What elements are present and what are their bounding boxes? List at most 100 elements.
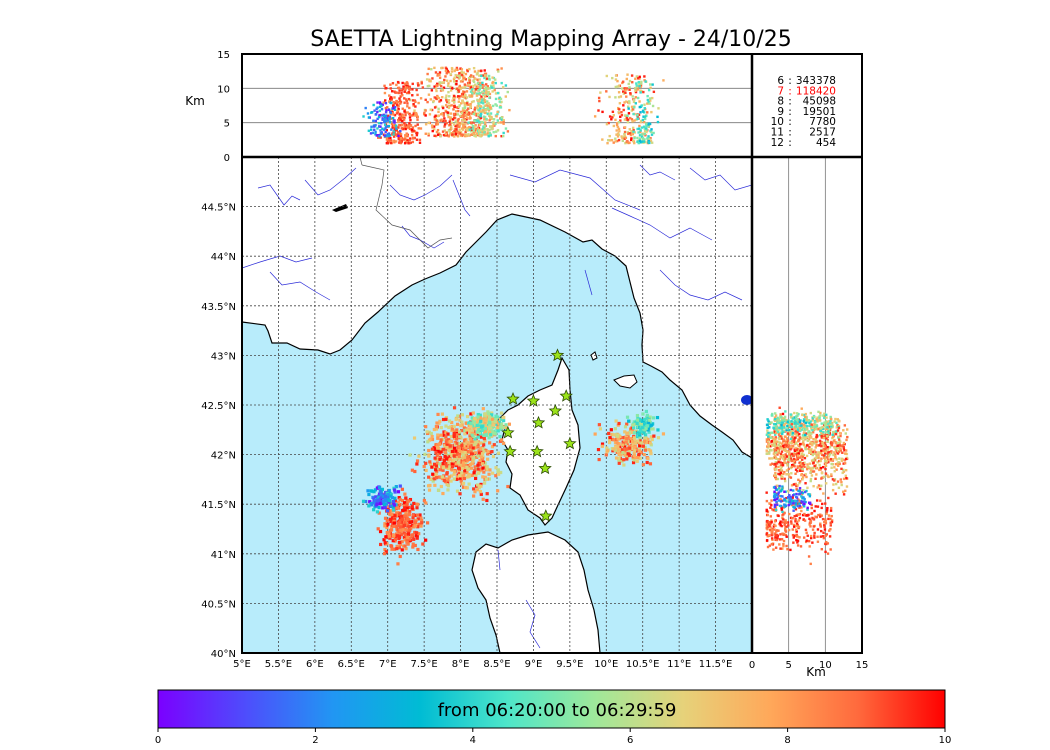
lightning-source-altitude [632,100,636,104]
lightning-source-side [803,465,806,469]
lightning-source-side [802,423,806,427]
lightning-source [391,539,395,543]
lightning-source-altitude [390,117,393,120]
lightning-source-altitude [484,91,488,95]
lightning-source-altitude [458,84,462,88]
lightning-source-altitude [498,100,501,103]
lightning-source-side [775,431,778,435]
lightning-source-side [824,436,827,439]
lightning-source-side [797,444,800,447]
lightning-source-altitude [406,139,409,142]
lightning-source [372,490,376,494]
lightning-source-altitude [434,117,437,120]
lightning-source-side [799,462,802,465]
lightning-source-side [794,482,797,486]
lightning-source-altitude [628,141,631,144]
lightning-source [455,428,459,432]
lightning-source-altitude [374,133,377,136]
lightning-source-altitude [469,103,472,107]
lightning-source [368,500,372,504]
lightning-source [403,533,408,537]
lightning-source [435,421,439,425]
lightning-source-altitude [608,115,612,118]
lightning-source [457,452,461,457]
lightning-source-altitude [471,90,474,93]
lightning-source-altitude [476,113,480,117]
lightning-source-altitude [623,134,626,137]
lightning-source-side [823,414,826,418]
lightning-source-side [785,535,788,538]
lightning-source-side [799,501,802,504]
lightning-source [466,457,471,462]
lightning-source-altitude [496,68,500,72]
lightning-source [454,462,458,466]
lightning-source-side [773,443,776,446]
station-count-value: 45098 [803,96,836,108]
lightning-source-side [819,487,822,491]
lightning-source-side [767,520,771,524]
lightning-source-altitude [427,93,431,96]
lightning-source [378,502,382,506]
lightning-source-side [822,431,825,434]
lightning-source-altitude [395,83,398,87]
lightning-source [642,431,646,435]
lightning-source [400,517,404,521]
lightning-source-altitude [461,78,465,82]
lightning-source-side [774,451,778,454]
lightning-source [429,462,433,466]
lightning-source-altitude [380,121,383,125]
lightning-source [652,434,656,438]
lightning-source-side [829,548,832,551]
station-count-sep: : [788,75,792,87]
lightning-source-altitude [387,139,391,143]
lightning-source [467,474,471,478]
lightning-source-side [837,486,841,490]
lightning-source-side [792,459,796,463]
lightning-source-side [795,524,798,528]
corsica-landmass [497,356,581,526]
lightning-source-side [842,441,846,445]
lightning-source [458,418,462,422]
lightning-source-side [787,458,791,462]
lightning-source [632,453,637,458]
lightning-source [614,445,618,450]
lightning-source [445,446,449,450]
lightning-source-altitude [469,74,473,77]
lightning-source [477,461,481,465]
lightning-source-side [820,444,823,448]
lightning-source [441,466,446,470]
lightning-source-altitude [395,112,399,115]
lightning-source [405,540,409,544]
lightning-source-side [785,525,788,528]
lightning-source [388,517,392,521]
lightning-source [461,447,466,451]
lightning-source-side [779,435,782,438]
lightning-source-side [815,440,818,444]
lightning-source-altitude [431,77,434,80]
lightning-source-altitude [437,96,441,100]
lightning-source [650,437,654,441]
lightning-source-altitude [366,112,370,115]
lightning-source [483,415,487,419]
lightning-source-altitude [424,123,428,126]
lightning-source-altitude [482,125,485,128]
lightning-source-altitude [404,136,407,140]
lightning-source-side [790,416,793,419]
lightning-source [374,495,378,499]
lightning-source [433,483,437,487]
lightning-source-altitude [479,129,482,132]
lightning-source-side [839,478,843,481]
lightning-source-altitude [468,75,472,79]
lightning-source-altitude [622,108,625,112]
lightning-source [476,429,480,434]
lightning-source-altitude [461,107,465,110]
lightning-source [424,538,428,542]
lightning-source [632,458,636,462]
lightning-source-side [784,441,788,445]
lightning-source-altitude [405,81,409,84]
lightning-source [486,452,490,456]
lightning-source-altitude [379,136,382,139]
lightning-source-altitude [445,110,448,114]
lightning-source-altitude [383,84,386,88]
lightning-source-side [820,514,823,517]
